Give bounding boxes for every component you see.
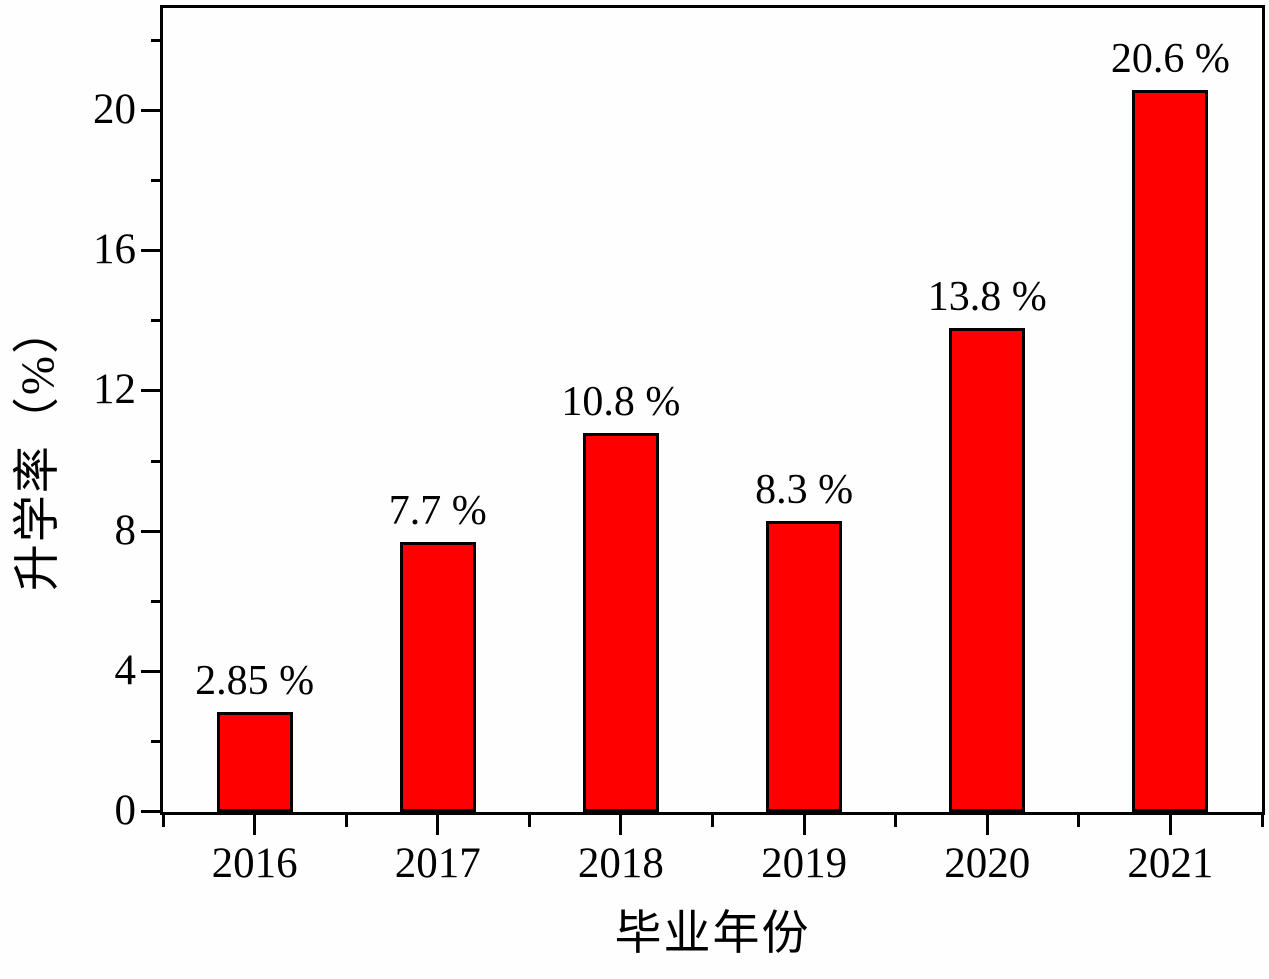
x-axis-tick-label: 2020 bbox=[944, 840, 1031, 887]
y-axis-tick-label: 4 bbox=[114, 646, 137, 694]
x-axis-minor-tick bbox=[161, 815, 165, 827]
y-axis-major-tick bbox=[141, 389, 161, 393]
x-axis-minor-tick bbox=[711, 815, 714, 827]
y-axis-major-tick bbox=[141, 810, 161, 813]
y-axis-minor-tick bbox=[151, 38, 161, 42]
x-axis-tick-label: 2018 bbox=[577, 840, 664, 887]
x-axis-minor-tick bbox=[1077, 815, 1081, 827]
x-axis-major-tick bbox=[619, 815, 623, 835]
bar-value-label: 20.6 % bbox=[1110, 36, 1230, 82]
bar bbox=[1132, 90, 1209, 812]
y-axis-major-tick bbox=[141, 109, 161, 112]
bar bbox=[949, 328, 1026, 812]
x-axis-tick-label: 2021 bbox=[1127, 840, 1214, 887]
x-axis-tick-label: 2019 bbox=[761, 840, 848, 887]
y-axis-tick-label: 8 bbox=[114, 506, 137, 554]
x-axis-minor-tick bbox=[344, 815, 348, 827]
y-axis-tick-label: 0 bbox=[114, 787, 137, 834]
plot-area bbox=[160, 5, 1265, 815]
y-axis-major-tick bbox=[141, 529, 161, 533]
y-axis-minor-tick bbox=[151, 599, 161, 603]
x-axis-major-tick bbox=[802, 815, 806, 835]
y-axis-minor-tick bbox=[151, 739, 161, 743]
bar bbox=[766, 521, 843, 812]
x-axis-major-tick bbox=[436, 815, 440, 835]
y-axis-tick-label: 20 bbox=[93, 86, 136, 133]
x-axis-title: 毕业年份 bbox=[614, 908, 811, 960]
y-axis-minor-tick bbox=[151, 459, 161, 463]
y-axis-minor-tick bbox=[151, 319, 161, 323]
bar bbox=[582, 433, 659, 812]
bar bbox=[216, 712, 293, 812]
x-axis-major-tick bbox=[1168, 815, 1172, 835]
y-axis-minor-tick bbox=[151, 179, 161, 183]
x-axis-tick-label: 2016 bbox=[211, 840, 298, 887]
y-axis-major-tick bbox=[141, 669, 161, 673]
x-axis-major-tick bbox=[253, 815, 257, 835]
x-axis-minor-tick bbox=[894, 815, 898, 827]
bar-value-label: 13.8 % bbox=[927, 274, 1047, 320]
y-axis-tick-label: 12 bbox=[93, 366, 136, 414]
bar-value-label: 7.7 % bbox=[388, 488, 487, 534]
bar bbox=[399, 542, 476, 812]
y-axis-major-tick bbox=[141, 249, 161, 253]
y-axis-tick-label: 16 bbox=[93, 226, 136, 274]
bar-value-label: 10.8 % bbox=[561, 379, 681, 425]
x-axis-minor-tick bbox=[527, 815, 531, 827]
bar-value-label: 8.3 % bbox=[755, 467, 854, 513]
bar-value-label: 2.85 % bbox=[195, 658, 315, 704]
x-axis-tick-label: 2017 bbox=[394, 840, 481, 887]
x-axis-minor-tick bbox=[1260, 815, 1264, 827]
x-axis-major-tick bbox=[985, 815, 989, 835]
